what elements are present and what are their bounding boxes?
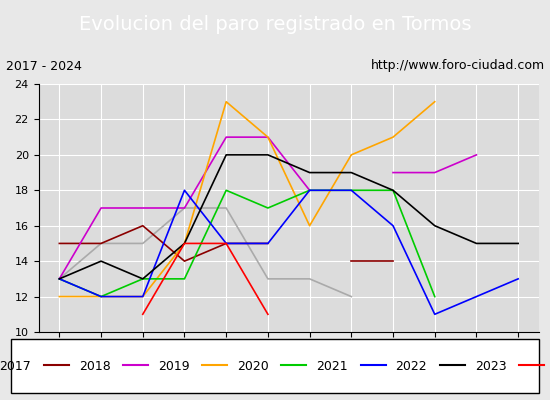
FancyBboxPatch shape	[11, 339, 539, 393]
Text: 2017 - 2024: 2017 - 2024	[6, 60, 81, 72]
Text: http://www.foro-ciudad.com: http://www.foro-ciudad.com	[370, 60, 544, 72]
Legend: 2017, 2018, 2019, 2020, 2021, 2022, 2023, 2024: 2017, 2018, 2019, 2020, 2021, 2022, 2023…	[0, 354, 550, 378]
Text: Evolucion del paro registrado en Tormos: Evolucion del paro registrado en Tormos	[79, 14, 471, 34]
